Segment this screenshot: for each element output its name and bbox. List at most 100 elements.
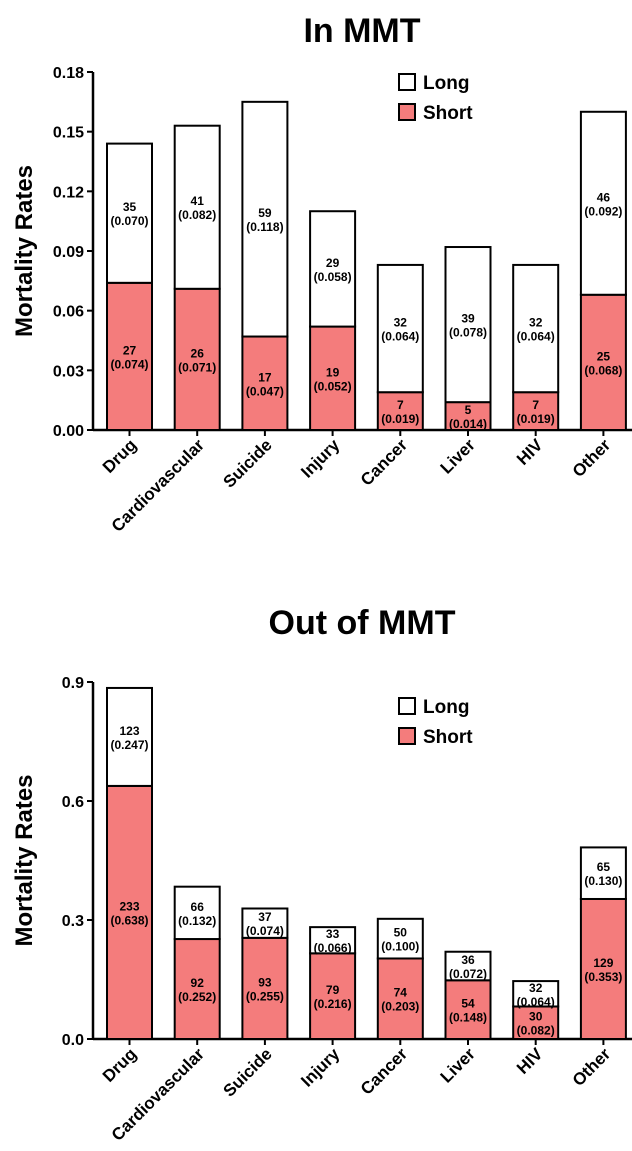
y-tick-label: 0.18 <box>53 65 84 82</box>
data-label-short-rate: (0.019) <box>517 412 555 426</box>
bar-short-hiv <box>512 391 560 432</box>
y-tick-label: 0.00 <box>53 423 84 440</box>
bar-long-other <box>579 110 627 296</box>
bar-short-other <box>579 897 627 1041</box>
data-label-short-rate: (0.203) <box>381 1000 419 1014</box>
x-tick-label-cancer: Cancer <box>357 435 411 489</box>
y-tick-label: 0.0 <box>62 1032 84 1049</box>
data-label-short-count: 7 <box>532 398 539 412</box>
legend-swatch-long <box>398 73 416 91</box>
data-label-long-rate: (0.078) <box>449 326 487 340</box>
legend-label-short: Short <box>423 727 473 748</box>
legend-label-long: Long <box>423 73 469 94</box>
x-tick-label-other: Other <box>569 1044 615 1090</box>
data-label-long-count: 66 <box>191 900 205 914</box>
bar-long-suicide <box>241 100 289 338</box>
data-label-long-count: 37 <box>258 910 272 924</box>
data-label-short-rate: (0.052) <box>314 379 352 393</box>
data-label-short-count: 30 <box>529 1010 543 1024</box>
data-label-long-count: 32 <box>529 981 543 995</box>
data-label-short-rate: (0.638) <box>110 913 148 927</box>
data-label-long-count: 32 <box>394 316 408 330</box>
bar-long-cancer <box>376 263 424 394</box>
bar-short-cancer <box>376 391 424 432</box>
x-tick-label-liver: Liver <box>437 435 479 477</box>
data-label-long-count: 50 <box>394 926 408 940</box>
data-label-short-count: 129 <box>593 956 613 970</box>
y-tick-label: 0.03 <box>53 363 84 380</box>
y-tick-label: 0.6 <box>62 794 84 811</box>
bar-long-cardiovascular <box>173 885 221 941</box>
bar-short-suicide <box>241 335 289 431</box>
data-label-short-rate: (0.353) <box>584 970 622 984</box>
data-label-short-rate: (0.071) <box>178 360 216 374</box>
x-tick-label-suicide: Suicide <box>220 1044 276 1100</box>
bar-long-drug <box>106 686 153 787</box>
data-label-long-rate: (0.082) <box>178 208 216 222</box>
y-tick-label: 0.12 <box>53 184 84 201</box>
data-label-short-count: 93 <box>258 975 272 989</box>
data-label-long-rate: (0.092) <box>584 204 622 218</box>
x-tick-label-suicide: Suicide <box>220 435 276 491</box>
x-tick-label-hiv: HIV <box>513 1044 547 1078</box>
data-label-long-count: 32 <box>529 316 543 330</box>
data-label-short-count: 74 <box>394 986 408 1000</box>
data-label-long-count: 35 <box>123 200 137 214</box>
bar-short-suicide <box>241 936 289 1040</box>
x-tick-label-injury: Injury <box>297 1044 344 1091</box>
y-axis-label: Mortality Rates <box>11 165 38 337</box>
bar-long-suicide <box>241 907 289 939</box>
data-label-short-rate: (0.082) <box>517 1024 555 1038</box>
y-tick-label: 0.09 <box>53 244 84 261</box>
x-tick-label-other: Other <box>569 435 615 481</box>
x-tick-label-drug: Drug <box>99 1044 140 1085</box>
data-label-short-count: 19 <box>326 365 340 379</box>
data-label-long-rate: (0.064) <box>381 330 419 344</box>
legend-swatch-short <box>398 727 416 745</box>
data-label-short-rate: (0.068) <box>584 363 622 377</box>
panel-out-of-mmt: Out of MMT Mortality Rates 0.0 0.3 0.6 0.9 233… <box>11 604 632 1145</box>
data-label-long-rate: (0.072) <box>449 967 487 981</box>
x-tick-label-hiv: HIV <box>513 435 547 469</box>
legend-label-long: Long <box>423 697 469 718</box>
data-label-long-count: 29 <box>326 256 340 270</box>
data-label-long-rate: (0.132) <box>178 914 216 928</box>
data-label-short-count: 54 <box>461 997 475 1011</box>
y-axis-label: Mortality Rates <box>11 774 38 946</box>
data-label-long-rate: (0.100) <box>381 940 419 954</box>
data-label-short-count: 27 <box>123 343 137 357</box>
data-label-short-count: 79 <box>326 983 340 997</box>
data-label-long-rate: (0.066) <box>314 941 352 955</box>
bar-long-cardiovascular <box>173 124 221 290</box>
data-label-short-rate: (0.255) <box>246 989 284 1003</box>
data-label-long-count: 39 <box>461 312 475 326</box>
data-label-long-count: 46 <box>597 190 611 204</box>
data-label-long-count: 59 <box>258 206 272 220</box>
x-tick-label-injury: Injury <box>297 435 344 482</box>
bar-long-liver <box>444 950 492 982</box>
y-tick-label: 0.3 <box>62 913 84 930</box>
x-tick-label-drug: Drug <box>99 435 140 476</box>
bar-long-hiv <box>512 263 560 394</box>
data-label-long-rate: (0.118) <box>246 220 283 234</box>
data-label-short-rate: (0.148) <box>449 1011 487 1025</box>
bar-long-other <box>579 846 627 900</box>
data-label-long-rate: (0.064) <box>517 995 555 1009</box>
data-label-short-count: 233 <box>119 899 139 913</box>
bar-long-injury <box>309 926 357 955</box>
data-label-long-count: 65 <box>597 860 611 874</box>
chart-title: In MMT <box>303 12 420 50</box>
data-label-short-count: 7 <box>397 398 404 412</box>
y-tick-label: 0.15 <box>53 125 84 142</box>
data-label-short-rate: (0.252) <box>178 990 216 1004</box>
data-label-short-count: 92 <box>191 976 205 990</box>
bar-long-injury <box>309 210 357 328</box>
data-label-short-rate: (0.014) <box>449 417 487 431</box>
data-label-long-count: 41 <box>191 194 205 208</box>
data-label-short-rate: (0.074) <box>110 357 148 371</box>
data-label-short-count: 5 <box>465 403 472 417</box>
data-label-short-count: 26 <box>191 346 205 360</box>
data-label-short-rate: (0.216) <box>314 997 352 1011</box>
legend-swatch-long <box>398 697 416 715</box>
